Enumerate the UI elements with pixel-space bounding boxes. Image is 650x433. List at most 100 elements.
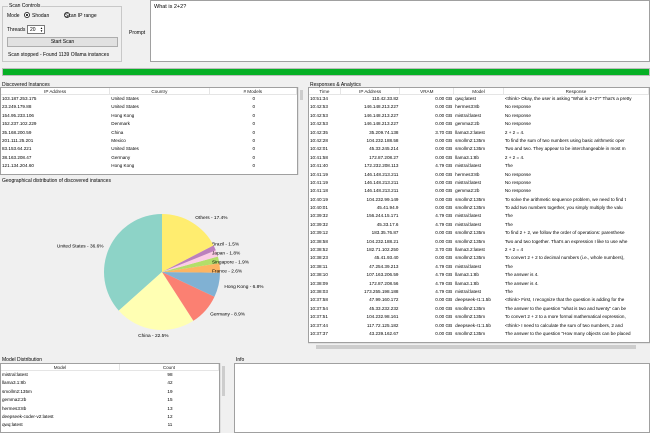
response-row[interactable]: 10:41:19 146.148.213.211 0.00 GB mistral:la… — [309, 179, 649, 187]
discovered-row[interactable]: 152.237.102.229 Denmark 0 — [1, 120, 297, 128]
discovered-scroll-thumb[interactable] — [300, 90, 303, 100]
scan-controls-title: Scan Controls — [8, 3, 42, 9]
response-row[interactable]: 10:39:12 183.35.76.87 0.00 GB smollm2:135m T… — [309, 229, 649, 237]
response-row[interactable]: 10:38:11 47.254.39.213 4.79 GB mistral:late… — [309, 263, 649, 271]
response-cell: 2 + 2 = 4. — [504, 154, 525, 160]
response-row[interactable]: 10:42:53 146.148.213.227 0.00 GB mistral:la… — [309, 112, 649, 120]
col-md-count[interactable]: Count — [120, 364, 219, 370]
responses-hscroll-thumb[interactable] — [316, 345, 636, 349]
response-cell: 10:39:32 — [310, 221, 328, 227]
model-distribution-row[interactable]: qwq:latest 11 — [1, 421, 219, 429]
response-row[interactable]: 10:38:09 172.87.208.56 4.79 GB llama3.1:8b T… — [309, 280, 649, 288]
response-row[interactable]: 10:42:35 35.209.74.138 3.70 GB llama3.2:lat… — [309, 129, 649, 137]
col-models[interactable]: # Models — [210, 88, 297, 94]
discovered-row[interactable]: 103.187.253.175 United States 0 — [1, 95, 297, 103]
col-country[interactable]: Country — [110, 88, 210, 94]
discovered-scrollbar[interactable] — [298, 87, 304, 175]
model-distribution-scroll-thumb[interactable] — [222, 366, 225, 396]
threads-spinbox[interactable]: 20 ▲ ▼ — [27, 25, 45, 34]
discovered-row[interactable]: 201.111.25.201 Mexico 0 — [1, 137, 297, 145]
model-distribution-row[interactable]: smollm2:135m 19 — [1, 388, 219, 396]
discovered-row[interactable]: 121.134.204.60 Hong Kong 0 — [1, 162, 297, 170]
response-row[interactable]: 10:38:52 182.71.102.250 3.70 GB llama3.2:la… — [309, 246, 649, 254]
response-cell: 10:37:44 — [310, 322, 328, 328]
response-row[interactable]: 10:38:23 45.41.93.40 0.00 GB smollm2:135m To… — [309, 254, 649, 262]
response-row[interactable]: 10:37:58 47.99.160.172 0.00 GB deepseek-r1:… — [309, 296, 649, 304]
response-row[interactable]: 10:41:58 172.87.208.27 0.00 GB llama3.1:8b 2… — [309, 154, 649, 162]
col-resp-ip[interactable]: IP Address — [341, 88, 401, 94]
model-distribution-row[interactable]: llama3.1:8b 42 — [1, 379, 219, 387]
response-cell: 10:42:01 — [310, 146, 328, 152]
response-row[interactable]: 10:38:58 104.232.188.21 0.00 GB smollm2:135… — [309, 238, 649, 246]
response-row[interactable]: 10:41:19 146.148.213.211 0.00 GB hermes3:8b… — [309, 171, 649, 179]
discovered-row[interactable]: 83.153.64.221 United States 0 — [1, 145, 297, 153]
response-cell: 45.33.17.6 — [376, 221, 399, 227]
response-cell: llama3.1:8b — [455, 154, 479, 160]
response-row[interactable]: 10:37:37 43.239.162.67 0.00 GB smollm2:135m… — [309, 330, 649, 338]
response-row[interactable]: 10:51:34 110.42.33.82 0.00 GB qwq:latest <th… — [309, 95, 649, 103]
spin-up-icon[interactable]: ▲ — [40, 26, 43, 30]
model-distribution-grid[interactable]: Model Count mistral:latest 98 llama3.1:8b 4… — [0, 363, 220, 433]
response-row[interactable]: 10:42:01 45.33.245.214 0.00 GB smollm2:135m… — [309, 145, 649, 153]
response-cell: 0.00 GB — [435, 96, 453, 101]
response-row[interactable]: 10:41:40 172.232.208.113 4.79 GB mistral:la… — [309, 162, 649, 170]
col-model[interactable]: Model — [454, 88, 504, 94]
model-distribution-row[interactable]: deepseek-coder-v2:latest 12 — [1, 413, 219, 421]
model-distribution-row[interactable]: gemma2:2b 15 — [1, 396, 219, 404]
response-cell: 0.00 GB — [435, 297, 453, 303]
discovered-cell: United States — [111, 96, 139, 101]
response-row[interactable]: 10:38:10 107.163.206.59 4.79 GB llama3.1:8b… — [309, 271, 649, 279]
scan-controls-group: Scan Controls — [2, 3, 122, 62]
response-row[interactable]: 10:40:01 45.41.94.9 0.00 GB smollm2:135m To … — [309, 204, 649, 212]
mode-shodan-radio[interactable] — [24, 12, 30, 18]
response-cell: To solve the arithmetic sequence problem… — [504, 196, 626, 202]
response-row[interactable]: 10:38:03 173.255.198.188 4.79 GB mistral:la… — [309, 288, 649, 296]
col-ip[interactable]: IP Address — [1, 88, 111, 94]
model-distribution-row[interactable]: hermes3:8b 13 — [1, 405, 219, 413]
model-distribution-cell: qwq:latest — [2, 422, 23, 428]
start-scan-button[interactable]: Start Scan — [7, 37, 118, 47]
scan-status: Scan stopped - Found 1139 Ollama instanc… — [8, 52, 110, 58]
responses-hscrollbar[interactable] — [308, 343, 650, 349]
prompt-input[interactable]: What is 2+2? — [150, 0, 650, 62]
response-row[interactable]: 10:42:53 146.148.213.227 0.00 GB hermes3:8b… — [309, 103, 649, 111]
response-row[interactable]: 10:39:32 156.244.15.171 4.79 GB mistral:lat… — [309, 212, 649, 220]
pie-label-china: China - 22.5% — [138, 333, 169, 339]
response-row[interactable]: 10:37:44 117.72.125.182 0.00 GB deepseek-r1… — [309, 322, 649, 330]
response-cell: 0.00 GB — [435, 330, 453, 336]
discovered-grid[interactable]: IP Address Country # Models 103.187.253.… — [0, 87, 298, 175]
pie-label-germany: Germany - 8.9% — [210, 312, 246, 318]
col-vram[interactable]: VRAM — [400, 88, 455, 94]
response-cell: 104.232.98.161 — [366, 314, 399, 320]
mode-shodan-label[interactable]: Shodan — [32, 13, 50, 19]
model-distribution-body: mistral:latest 98 llama3.1:8b 42 smollm2:135… — [1, 371, 219, 430]
discovered-cell: 83.153.64.221 — [2, 146, 32, 152]
model-distribution-cell: 15 — [167, 397, 173, 403]
response-row[interactable]: 10:42:28 104.232.188.58 0.00 GB smollm2:135… — [309, 137, 649, 145]
response-cell: 110.42.33.82 — [371, 96, 399, 101]
info-textbox[interactable] — [234, 363, 650, 433]
model-distribution-scrollbar[interactable] — [220, 363, 226, 433]
discovered-row[interactable]: 38.163.208.47 Germany 0 — [1, 154, 297, 162]
discovered-row[interactable]: 154.95.233.106 Hong Kong 0 — [1, 112, 297, 120]
mode-scan-ip-range-radio[interactable] — [64, 12, 71, 18]
response-cell: 4.79 GB — [435, 163, 453, 169]
model-distribution-row[interactable]: mistral:latest 98 — [1, 371, 219, 379]
col-time[interactable]: Time — [309, 88, 341, 94]
discovered-cell: 38.163.208.47 — [2, 154, 32, 160]
response-row[interactable]: 10:37:54 45.33.232.232 0.00 GB smollm2:135m… — [309, 305, 649, 313]
responses-grid[interactable]: Time IP Address VRAM Model Response 10:5… — [308, 87, 650, 343]
response-row[interactable]: 10:37:51 104.232.98.161 0.00 GB smollm2:135… — [309, 313, 649, 321]
col-md-model[interactable]: Model — [1, 364, 120, 370]
discovered-row[interactable]: 35.168.200.59 China 0 — [1, 129, 297, 137]
mode-scan-ip-range-label[interactable]: Scan IP range — [65, 13, 97, 19]
col-response[interactable]: Response — [504, 88, 649, 94]
response-cell: smollm2:135m — [455, 196, 486, 202]
response-row[interactable]: 10:42:53 146.148.213.227 0.00 GB gemma2:2b N… — [309, 120, 649, 128]
spin-down-icon[interactable]: ▼ — [40, 29, 43, 33]
response-cell: 10:38:58 — [310, 238, 328, 244]
response-row[interactable]: 10:41:18 146.148.213.211 0.00 GB gemma2:2b N… — [309, 187, 649, 195]
discovered-row[interactable]: 23.249.179.88 United States 0 — [1, 103, 297, 111]
response-row[interactable]: 10:39:32 45.33.17.6 4.79 GB mistral:latest T… — [309, 221, 649, 229]
response-row[interactable]: 10:40:19 104.232.99.149 0.00 GB smollm2:135… — [309, 196, 649, 204]
